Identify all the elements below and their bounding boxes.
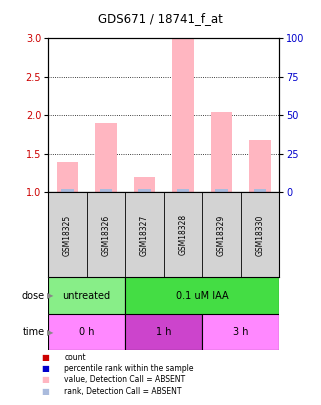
- Text: 0.1 uM IAA: 0.1 uM IAA: [176, 291, 229, 301]
- Text: ■: ■: [42, 353, 50, 362]
- Bar: [134, 177, 155, 192]
- Bar: [48, 314, 125, 350]
- Text: value, Detection Call = ABSENT: value, Detection Call = ABSENT: [64, 375, 185, 384]
- Bar: [95, 123, 117, 192]
- Text: rank, Detection Call = ABSENT: rank, Detection Call = ABSENT: [64, 387, 182, 396]
- Text: dose: dose: [22, 291, 45, 301]
- Text: ■: ■: [42, 387, 50, 396]
- Text: GSM18329: GSM18329: [217, 214, 226, 256]
- Bar: [48, 277, 125, 314]
- Text: 3 h: 3 h: [233, 327, 248, 337]
- Text: GSM18326: GSM18326: [101, 214, 110, 256]
- Text: untreated: untreated: [63, 291, 111, 301]
- Bar: [125, 314, 202, 350]
- Bar: [172, 38, 194, 192]
- Text: 1 h: 1 h: [156, 327, 171, 337]
- Bar: [138, 189, 151, 192]
- Bar: [202, 314, 279, 350]
- Bar: [249, 140, 271, 192]
- Bar: [125, 277, 279, 314]
- Bar: [61, 189, 74, 192]
- Text: count: count: [64, 353, 86, 362]
- Text: ▶: ▶: [47, 291, 53, 300]
- Text: ■: ■: [42, 375, 50, 384]
- Text: GSM18330: GSM18330: [256, 214, 265, 256]
- Text: GSM18327: GSM18327: [140, 214, 149, 256]
- Text: GSM18328: GSM18328: [178, 214, 187, 256]
- Bar: [100, 189, 112, 192]
- Bar: [215, 189, 228, 192]
- Text: ▶: ▶: [47, 328, 53, 337]
- Text: 0 h: 0 h: [79, 327, 94, 337]
- Text: percentile rank within the sample: percentile rank within the sample: [64, 364, 194, 373]
- Bar: [57, 162, 78, 192]
- Text: GDS671 / 18741_f_at: GDS671 / 18741_f_at: [98, 12, 223, 25]
- Bar: [177, 189, 189, 192]
- Bar: [211, 111, 232, 192]
- Bar: [254, 189, 266, 192]
- Text: GSM18325: GSM18325: [63, 214, 72, 256]
- Text: ■: ■: [42, 364, 50, 373]
- Text: time: time: [23, 327, 45, 337]
